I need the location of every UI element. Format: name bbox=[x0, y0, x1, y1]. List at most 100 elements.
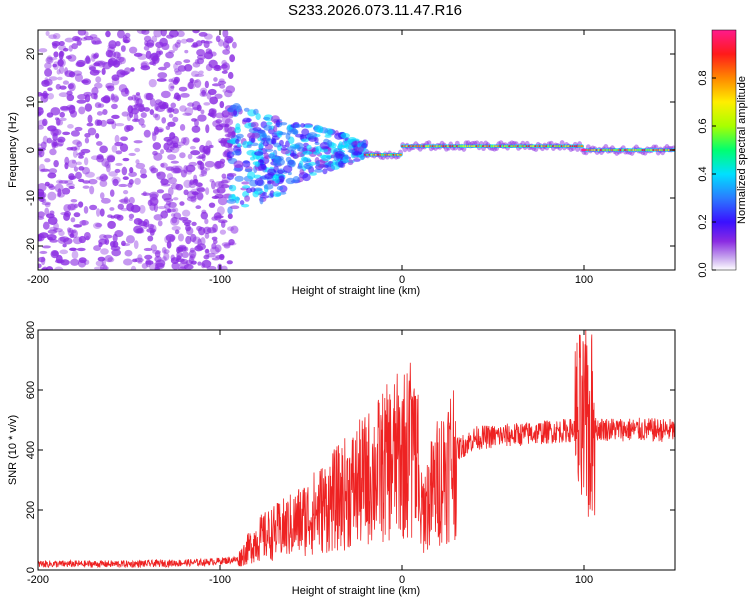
spectrogram-cell bbox=[38, 92, 43, 97]
spectrogram-cell bbox=[269, 190, 275, 198]
chart-title: S233.2026.073.11.47.R16 bbox=[288, 2, 462, 19]
spectrogram-cell bbox=[120, 136, 128, 142]
spectrogram-cell bbox=[286, 146, 297, 152]
spectrogram-cell bbox=[170, 165, 180, 174]
spectrogram-cell bbox=[132, 118, 140, 123]
spectrogram-cell bbox=[274, 177, 280, 184]
spectrogram-cell bbox=[218, 39, 224, 47]
spectrogram-cell bbox=[118, 183, 128, 188]
spectrogram-cell bbox=[130, 67, 135, 72]
spectrogram-cell bbox=[141, 263, 148, 269]
spectrogram-cell bbox=[76, 40, 82, 46]
spectrogram-cell bbox=[59, 111, 65, 118]
spectrogram-cell bbox=[122, 176, 129, 181]
spectrogram-cell bbox=[53, 159, 59, 168]
spectrogram-cell bbox=[78, 106, 86, 115]
spectrogram-cell bbox=[165, 51, 174, 59]
spectrogram-cell bbox=[204, 232, 210, 239]
spectrogram-cell bbox=[127, 96, 134, 101]
spectrogram-cell bbox=[221, 115, 231, 124]
spectrogram-cell bbox=[205, 167, 211, 171]
spectrogram-cell bbox=[173, 63, 178, 70]
spectrogram-cell bbox=[48, 34, 57, 40]
spectrogram-cell bbox=[44, 207, 50, 216]
spectrogram-cell bbox=[153, 126, 160, 135]
spectrogram-cell bbox=[180, 258, 188, 265]
spectrogram-cell bbox=[306, 144, 312, 150]
spectrogram-cell bbox=[58, 92, 69, 98]
spectrogram-cell bbox=[156, 78, 167, 82]
spectrogram-cell bbox=[165, 166, 175, 171]
spectrogram-cell bbox=[196, 104, 202, 112]
spectrogram-xtick-label: 0 bbox=[399, 274, 405, 286]
spectrogram-cell bbox=[121, 240, 126, 247]
spectrogram-cell bbox=[52, 228, 63, 233]
spectrogram-cell bbox=[195, 205, 202, 210]
spectrogram-cell bbox=[168, 30, 179, 38]
spectrogram-cell bbox=[44, 68, 53, 77]
spectrogram-cell bbox=[180, 38, 188, 44]
spectrogram-cell bbox=[123, 258, 133, 266]
spectrogram-cell bbox=[99, 208, 105, 217]
spectrogram-cell bbox=[267, 180, 272, 185]
spectrogram-cell bbox=[83, 35, 94, 41]
spectrogram-cell bbox=[300, 138, 309, 143]
spectrogram-cell bbox=[70, 146, 78, 151]
spectrogram-cell bbox=[68, 71, 76, 78]
spectrogram-cell bbox=[101, 158, 110, 167]
spectrogram-cell bbox=[186, 169, 193, 175]
spectrogram-cell bbox=[101, 175, 109, 181]
spectrogram-cell bbox=[227, 107, 235, 113]
spectrogram-cell bbox=[149, 229, 155, 236]
spectrogram-cell bbox=[183, 179, 192, 189]
spectrogram-cell bbox=[66, 104, 76, 111]
spectrogram-cell bbox=[186, 38, 194, 43]
spectrogram-cell bbox=[226, 139, 237, 144]
spectrogram-cell bbox=[191, 221, 197, 226]
spectrogram-cell bbox=[302, 150, 313, 155]
spectrogram-cell bbox=[124, 249, 133, 257]
spectrogram-cell bbox=[180, 92, 190, 98]
spectrogram-cell bbox=[53, 51, 59, 58]
spectrogram-cell bbox=[166, 208, 172, 213]
spectrogram-cell bbox=[255, 113, 261, 121]
spectrogram-cell bbox=[231, 150, 242, 156]
spectrogram-cell bbox=[107, 220, 116, 229]
spectrogram-cell bbox=[145, 50, 152, 60]
spectrogram-cell bbox=[242, 160, 251, 168]
spectrogram-cell bbox=[83, 206, 89, 214]
spectrogram-cell bbox=[41, 267, 48, 270]
spectrogram-cell bbox=[46, 137, 52, 144]
spectrogram-cell bbox=[252, 127, 262, 132]
snr-xtick-label: -200 bbox=[27, 574, 49, 586]
spectrogram-cell bbox=[102, 95, 111, 104]
spectrogram-cell bbox=[326, 139, 333, 148]
colorbar-label: Normalized spectral amplitude bbox=[736, 76, 748, 224]
spectrogram-cell bbox=[47, 216, 58, 225]
spectrogram-cell bbox=[197, 114, 207, 122]
spectrogram-cell bbox=[88, 178, 98, 185]
spectrogram-cell bbox=[217, 80, 227, 85]
spectrogram-cell bbox=[208, 202, 216, 208]
spectrogram-cell bbox=[236, 142, 242, 148]
spectrogram-cell bbox=[205, 48, 212, 55]
spectrogram-cell bbox=[204, 218, 209, 225]
spectrogram-cell bbox=[69, 233, 75, 238]
spectrogram-cell bbox=[145, 258, 152, 268]
spectrogram-cell bbox=[149, 61, 156, 65]
spectrogram-cell bbox=[128, 196, 135, 204]
spectrogram-cell bbox=[65, 55, 72, 60]
spectrogram-cell bbox=[38, 48, 48, 53]
spectrogram-cell bbox=[134, 257, 144, 263]
spectrogram-cell bbox=[581, 148, 587, 152]
spectrogram-cell bbox=[214, 160, 222, 170]
spectrogram-cell bbox=[99, 173, 108, 182]
spectrogram-cell bbox=[59, 249, 69, 255]
spectrogram-cell bbox=[192, 61, 201, 68]
spectrogram-cell bbox=[47, 236, 53, 241]
spectrogram-cell bbox=[154, 103, 159, 111]
spectrogram-cell bbox=[206, 91, 212, 100]
spectrogram-cell bbox=[77, 93, 87, 100]
spectrogram-cell bbox=[196, 187, 206, 193]
colorbar-tick-label: 0.4 bbox=[697, 166, 709, 181]
